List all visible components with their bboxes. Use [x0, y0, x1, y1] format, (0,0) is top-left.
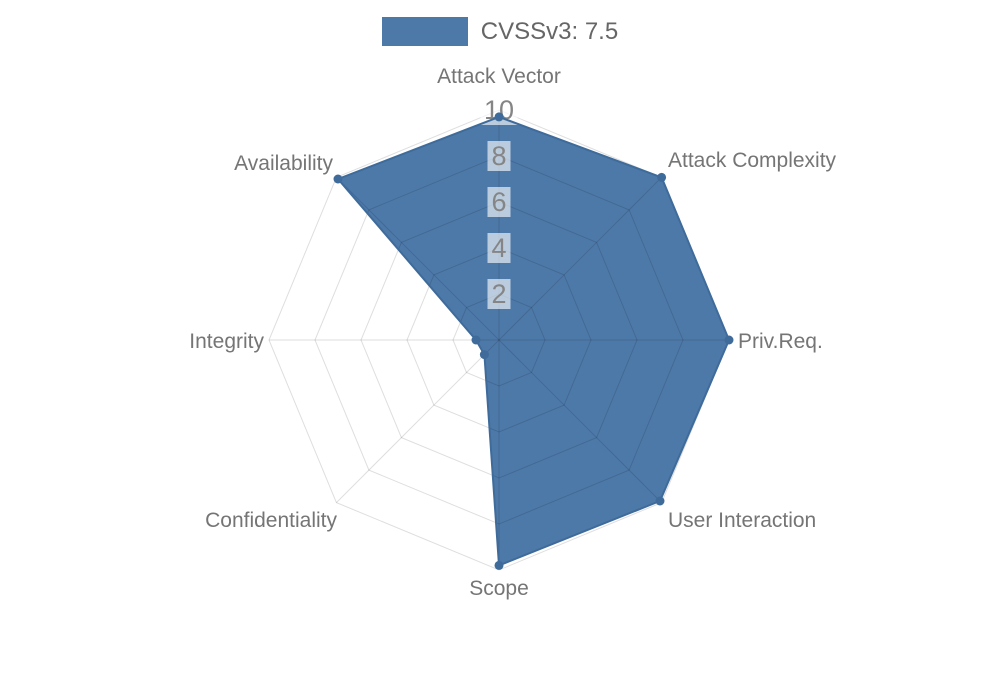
radar-spoke — [498, 177, 662, 341]
axis-label-availability: Availability — [234, 152, 333, 175]
axis-label-priv-req: Priv.Req. — [738, 330, 823, 353]
legend-label: CVSSv3: 7.5 — [480, 18, 619, 45]
radar-marker-user-interaction — [655, 496, 665, 506]
legend-swatch — [381, 17, 468, 46]
legend-item-cvssv3[interactable]: CVSSv3: 7.5 — [0, 17, 1000, 46]
radar-marker-scope — [494, 560, 504, 570]
axis-label-user-interaction: User Interaction — [668, 509, 816, 532]
radar-tick-label: 4 — [491, 233, 506, 263]
radar-marker-integrity — [471, 335, 481, 345]
radar-grid-ring — [314, 155, 684, 525]
axis-label-integrity: Integrity — [189, 330, 264, 353]
radar-tick-backdrop — [487, 233, 511, 263]
axis-label-confidentiality: Confidentiality — [205, 509, 337, 532]
radar-spoke — [498, 339, 662, 503]
radar-tick-label: 6 — [491, 187, 506, 217]
axis-label-attack-vector: Attack Vector — [437, 65, 561, 88]
radar-marker-attack-complexity — [657, 172, 667, 182]
radar-tick-backdrop — [487, 279, 511, 309]
radar-spoke — [336, 339, 500, 503]
axis-label-attack-complexity: Attack Complexity — [668, 149, 837, 172]
radar-tick-backdrop — [487, 141, 511, 171]
radar-grid-ring — [360, 201, 638, 479]
radar-spoke — [336, 177, 500, 341]
radar-marker-confidentiality — [479, 350, 489, 360]
radar-grid-ring — [452, 293, 546, 387]
radar-tick-label: 8 — [491, 141, 506, 171]
radar-grid-ring — [406, 247, 592, 433]
axis-label-scope: Scope — [469, 577, 529, 600]
radar-tick-label: 2 — [491, 279, 506, 309]
radar-series-fill — [338, 116, 729, 566]
radar-marker-availability — [333, 174, 343, 184]
radar-marker-priv-req — [724, 335, 734, 345]
radar-marker-attack-vector — [494, 112, 504, 122]
radar-tick-backdrop — [487, 187, 511, 217]
